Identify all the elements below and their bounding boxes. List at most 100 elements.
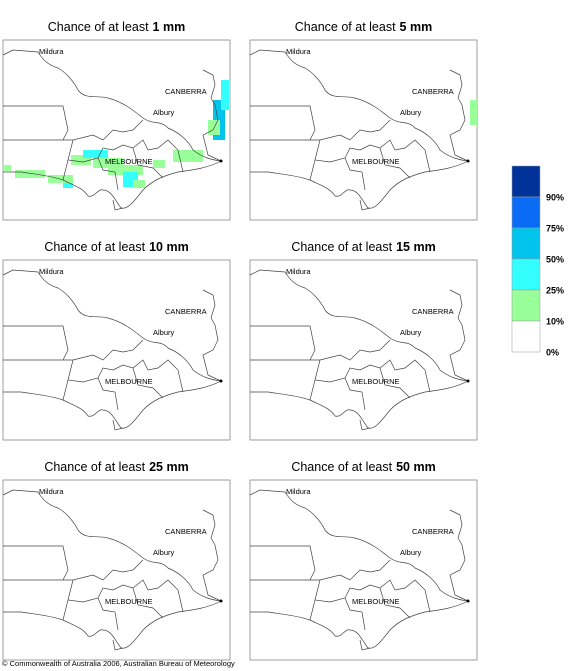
rain-patch (173, 150, 203, 162)
border (250, 380, 469, 429)
rain-patch (83, 150, 108, 158)
rain-patch (15, 170, 45, 178)
title-prefix: Chance of at least (48, 20, 149, 34)
title-prefix: Chance of at least (291, 240, 392, 254)
border (3, 545, 144, 581)
border (2, 269, 222, 382)
border (250, 579, 411, 631)
place-label: Mildura (39, 487, 64, 496)
place-label: CANBERRA (165, 527, 207, 536)
place-label: MELBOURNE (105, 377, 153, 386)
place-label: Albury (153, 328, 175, 337)
border (249, 489, 469, 602)
place-label: Albury (153, 108, 175, 117)
map: Mildura CANBERRA Albury MELBOURNE (2, 259, 231, 441)
city-dot (466, 379, 470, 383)
legend-swatch (511, 165, 541, 198)
panel-title: Chance of at least 10 mm (44, 240, 188, 254)
place-label: Albury (153, 548, 175, 557)
footer: © Commonwealth of Australia 2006, Austra… (2, 659, 235, 668)
city-dot (219, 599, 223, 603)
map-frame (2, 479, 231, 661)
border (3, 579, 164, 631)
legend-swatch (511, 289, 541, 322)
place-label: CANBERRA (412, 307, 454, 316)
place-label: CANBERRA (412, 527, 454, 536)
border (67, 359, 184, 393)
border (3, 139, 164, 191)
legend-swatch (511, 320, 541, 353)
map: Mildura CANBERRA Albury MELBOURNE (2, 39, 231, 221)
place-label: MELBOURNE (105, 597, 153, 606)
map: Mildura CANBERRA Albury MELBOURNE (249, 479, 478, 661)
border (314, 579, 431, 613)
border (249, 269, 469, 382)
city-dot (219, 379, 223, 383)
city-dot (466, 599, 470, 603)
border (250, 105, 391, 141)
border (314, 359, 431, 393)
border (250, 139, 411, 191)
border (250, 359, 411, 411)
place-label: Mildura (39, 267, 64, 276)
place-label: MELBOURNE (352, 597, 400, 606)
title-amount: 25 mm (149, 460, 189, 474)
border (359, 289, 463, 431)
border (202, 317, 222, 382)
place-label: MELBOURNE (105, 157, 153, 166)
rain-patch (221, 80, 229, 110)
place-label: Mildura (286, 487, 311, 496)
border (449, 317, 469, 382)
title-amount: 50 mm (396, 460, 436, 474)
title-amount: 15 mm (396, 240, 436, 254)
rain-patch (108, 165, 143, 175)
place-label: Albury (400, 108, 422, 117)
panel-title: Chance of at least 15 mm (291, 240, 435, 254)
border (3, 160, 222, 209)
rain-patch (153, 160, 165, 168)
border (250, 545, 391, 581)
city-dot (219, 159, 223, 163)
border (112, 289, 216, 431)
legend-label: 75% (546, 223, 564, 233)
border (359, 69, 463, 211)
map: Mildura CANBERRA Albury MELBOURNE (2, 479, 231, 661)
legend-swatch (511, 227, 541, 260)
place-label: MELBOURNE (352, 377, 400, 386)
border (67, 579, 184, 613)
map-frame (2, 39, 231, 221)
city-dot (466, 159, 470, 163)
rain-patch (63, 183, 73, 188)
place-label: MELBOURNE (352, 157, 400, 166)
legend-label: 50% (546, 254, 564, 264)
legend-label: 90% (546, 192, 564, 202)
border (67, 139, 184, 173)
place-label: Mildura (286, 47, 311, 56)
border (3, 380, 222, 429)
title-amount: 5 mm (400, 20, 433, 34)
title-prefix: Chance of at least (44, 240, 145, 254)
legend-label: 25% (546, 285, 564, 295)
place-label: CANBERRA (165, 307, 207, 316)
title-prefix: Chance of at least (295, 20, 396, 34)
border (2, 489, 222, 602)
rain-patch (71, 155, 91, 165)
border (314, 139, 431, 173)
border (202, 537, 222, 602)
border (3, 600, 222, 649)
legend-swatch (511, 258, 541, 291)
map-frame (2, 259, 231, 441)
border (250, 160, 469, 209)
map-frame (249, 479, 478, 661)
rain-patch (133, 180, 145, 188)
border (449, 97, 469, 162)
rain-patch (93, 158, 123, 168)
title-prefix: Chance of at least (291, 460, 392, 474)
place-label: Albury (400, 328, 422, 337)
border (2, 49, 222, 162)
panel-title: Chance of at least 50 mm (291, 460, 435, 474)
map-frame (249, 39, 478, 221)
map: Mildura CANBERRA Albury MELBOURNE (249, 39, 478, 221)
map: Mildura CANBERRA Albury MELBOURNE (249, 259, 478, 441)
